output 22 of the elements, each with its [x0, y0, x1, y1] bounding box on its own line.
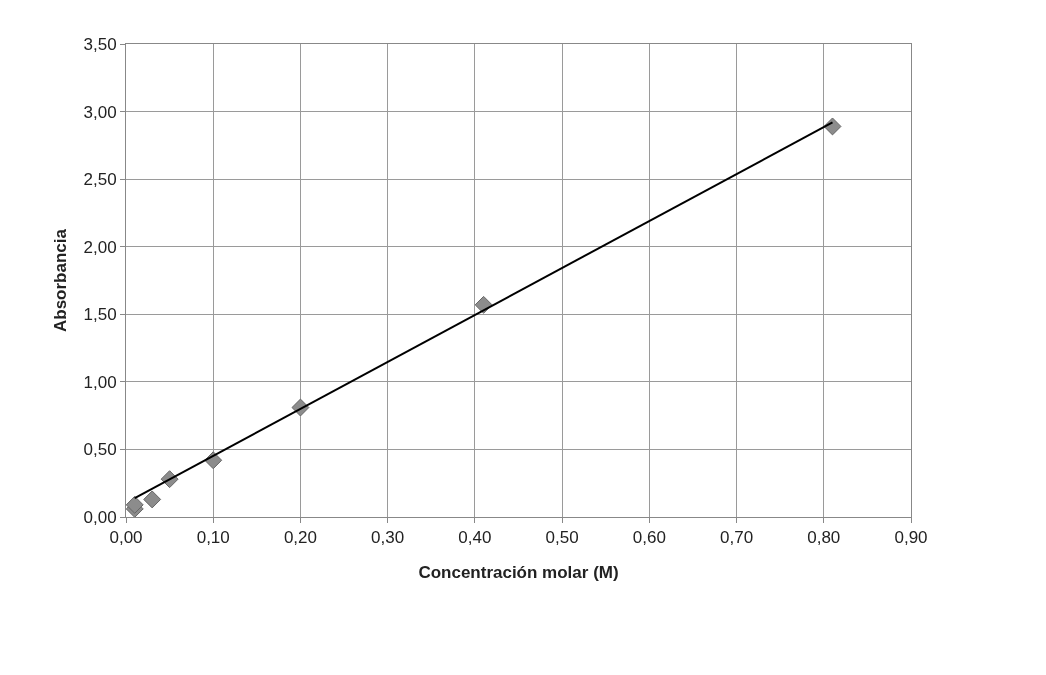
x-tick-label: 0,40 [458, 528, 492, 548]
x-tick-label: 0,60 [632, 528, 666, 548]
y-tick-label: 2,50 [83, 170, 117, 190]
y-tick-label: 3,50 [83, 34, 117, 54]
x-tick-label: 0,20 [283, 528, 317, 548]
point [125, 495, 144, 514]
y-tick-label: 1,00 [83, 372, 117, 392]
x-tick-label: 0,30 [371, 528, 405, 548]
x-tick-label: 0,00 [109, 528, 143, 548]
y-tick-label: 1,50 [83, 305, 117, 325]
x-tick-label: 0,90 [894, 528, 928, 548]
x-tick-label: 0,50 [545, 528, 579, 548]
x-axis-title: Concentración molar (M) [418, 563, 619, 582]
y-axis-title: Absorbancia [51, 228, 71, 332]
x-tick-label: 0,70 [720, 528, 754, 548]
y-tick-label: 2,00 [83, 237, 117, 257]
y-tick-label: 0,00 [83, 507, 117, 527]
point [143, 490, 162, 509]
y-tick-label: 0,50 [83, 440, 117, 460]
x-tick-label: 0,10 [196, 528, 230, 548]
y-tick-label: 3,00 [83, 102, 117, 122]
x-tick-label: 0,80 [807, 528, 841, 548]
